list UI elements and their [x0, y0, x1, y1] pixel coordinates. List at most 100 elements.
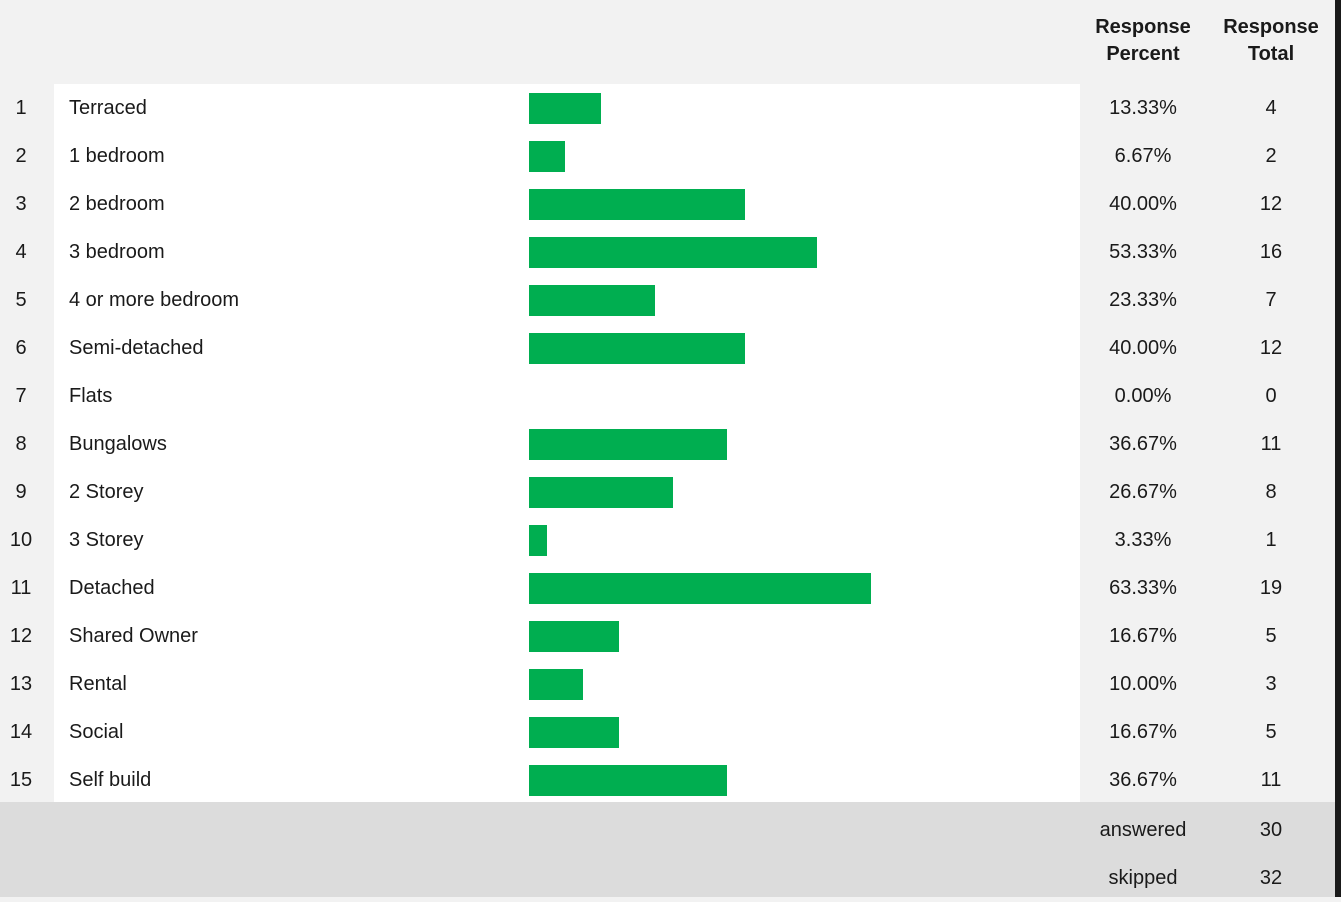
response-total: 4: [1265, 97, 1277, 119]
response-total: 5: [1265, 721, 1277, 743]
table-row: 5 4 or more bedroom 23.33% 7: [0, 276, 1335, 324]
category-label: Detached: [69, 577, 155, 599]
category-label: Flats: [69, 385, 113, 407]
response-total-header: Response Total: [1207, 14, 1335, 68]
response-percent: 10.00%: [1109, 673, 1177, 695]
response-percent-header-line2: Percent: [1106, 43, 1180, 65]
window-edge: [1335, 0, 1341, 897]
response-total: 2: [1265, 145, 1277, 167]
response-percent: 36.67%: [1109, 769, 1177, 791]
response-percent: 40.00%: [1109, 193, 1177, 215]
response-bar: [529, 429, 728, 460]
response-percent: 16.67%: [1109, 625, 1177, 647]
response-percent-header-line1: Response: [1095, 16, 1191, 38]
row-number: 6: [15, 337, 27, 359]
table-row: 14 Social 16.67% 5: [0, 708, 1335, 756]
answered-row: answered 30: [0, 806, 1335, 854]
table-row: 10 3 Storey 3.33% 1: [0, 516, 1335, 564]
category-label: 3 Storey: [69, 529, 144, 551]
row-number: 10: [9, 529, 33, 551]
response-total: 11: [1260, 433, 1282, 455]
response-total: 0: [1265, 385, 1277, 407]
category-label: Semi-detached: [69, 337, 204, 359]
response-total: 7: [1265, 289, 1277, 311]
row-number: 13: [9, 673, 33, 695]
summary-section: answered 30 skipped 32: [0, 802, 1335, 897]
response-percent: 0.00%: [1114, 385, 1172, 407]
row-number: 7: [15, 385, 27, 407]
response-bar: [529, 237, 817, 268]
response-total: 8: [1265, 481, 1277, 503]
response-percent: 40.00%: [1109, 337, 1177, 359]
response-total: 12: [1259, 193, 1283, 215]
category-label: Social: [69, 721, 124, 743]
response-total: 5: [1265, 625, 1277, 647]
response-bar: [529, 669, 583, 700]
table-row: 4 3 bedroom 53.33% 16: [0, 228, 1335, 276]
response-bar: [529, 285, 655, 316]
skipped-row: skipped 32: [0, 854, 1335, 902]
response-percent: 16.67%: [1109, 721, 1177, 743]
row-number: 12: [9, 625, 33, 647]
row-number: 8: [15, 433, 27, 455]
response-total: 3: [1265, 673, 1277, 695]
response-total-header-line2: Total: [1247, 43, 1295, 65]
response-total: 12: [1259, 337, 1283, 359]
category-label: 3 bedroom: [69, 241, 165, 263]
table-row: 1 Terraced 13.33% 4: [0, 84, 1335, 132]
row-number: 9: [15, 481, 27, 503]
category-label: Bungalows: [69, 433, 167, 455]
row-number: 14: [9, 721, 33, 743]
answered-value: 30: [1259, 819, 1283, 841]
response-percent: 63.33%: [1109, 577, 1177, 599]
response-bar: [529, 141, 566, 172]
category-label: 2 bedroom: [69, 193, 165, 215]
category-label: Rental: [69, 673, 127, 695]
response-bar: [529, 333, 745, 364]
row-number: 11: [10, 577, 32, 599]
response-percent: 3.33%: [1114, 529, 1172, 551]
response-percent: 13.33%: [1109, 97, 1177, 119]
response-percent: 53.33%: [1109, 241, 1177, 263]
response-percent: 26.67%: [1109, 481, 1177, 503]
response-percent: 6.67%: [1114, 145, 1172, 167]
table-row: 9 2 Storey 26.67% 8: [0, 468, 1335, 516]
table-row: 7 Flats 0.00% 0: [0, 372, 1335, 420]
table-row: 15 Self build 36.67% 11: [0, 756, 1335, 804]
row-number: 5: [15, 289, 27, 311]
answered-label: answered: [1099, 819, 1187, 841]
row-number: 4: [15, 241, 27, 263]
response-bar: [529, 573, 871, 604]
response-percent: 36.67%: [1109, 433, 1177, 455]
table-row: 3 2 bedroom 40.00% 12: [0, 180, 1335, 228]
response-total-header-line1: Response: [1223, 16, 1319, 38]
category-label: Shared Owner: [69, 625, 198, 647]
table-row: 11 Detached 63.33% 19: [0, 564, 1335, 612]
row-number: 2: [15, 145, 27, 167]
skipped-value: 32: [1259, 867, 1283, 889]
response-bar: [529, 477, 674, 508]
response-bar: [529, 621, 620, 652]
response-total: 1: [1265, 529, 1277, 551]
response-bar: [529, 765, 728, 796]
table-row: 6 Semi-detached 40.00% 12: [0, 324, 1335, 372]
category-label: 4 or more bedroom: [69, 289, 240, 311]
response-bar: [529, 189, 745, 220]
table-row: 8 Bungalows 36.67% 11: [0, 420, 1335, 468]
row-number: 15: [9, 769, 33, 791]
category-label: Terraced: [69, 97, 147, 119]
row-number: 1: [15, 97, 27, 119]
category-label: 2 Storey: [69, 481, 144, 503]
response-percent-header: Response Percent: [1083, 14, 1203, 68]
response-total: 11: [1260, 769, 1282, 791]
response-bar: [529, 525, 547, 556]
table-row: 12 Shared Owner 16.67% 5: [0, 612, 1335, 660]
row-number: 3: [15, 193, 27, 215]
table-row: 13 Rental 10.00% 3: [0, 660, 1335, 708]
response-total: 19: [1259, 577, 1283, 599]
response-bar: [529, 93, 601, 124]
category-label: Self build: [69, 769, 152, 791]
category-label: 1 bedroom: [69, 145, 165, 167]
response-total: 16: [1259, 241, 1283, 263]
